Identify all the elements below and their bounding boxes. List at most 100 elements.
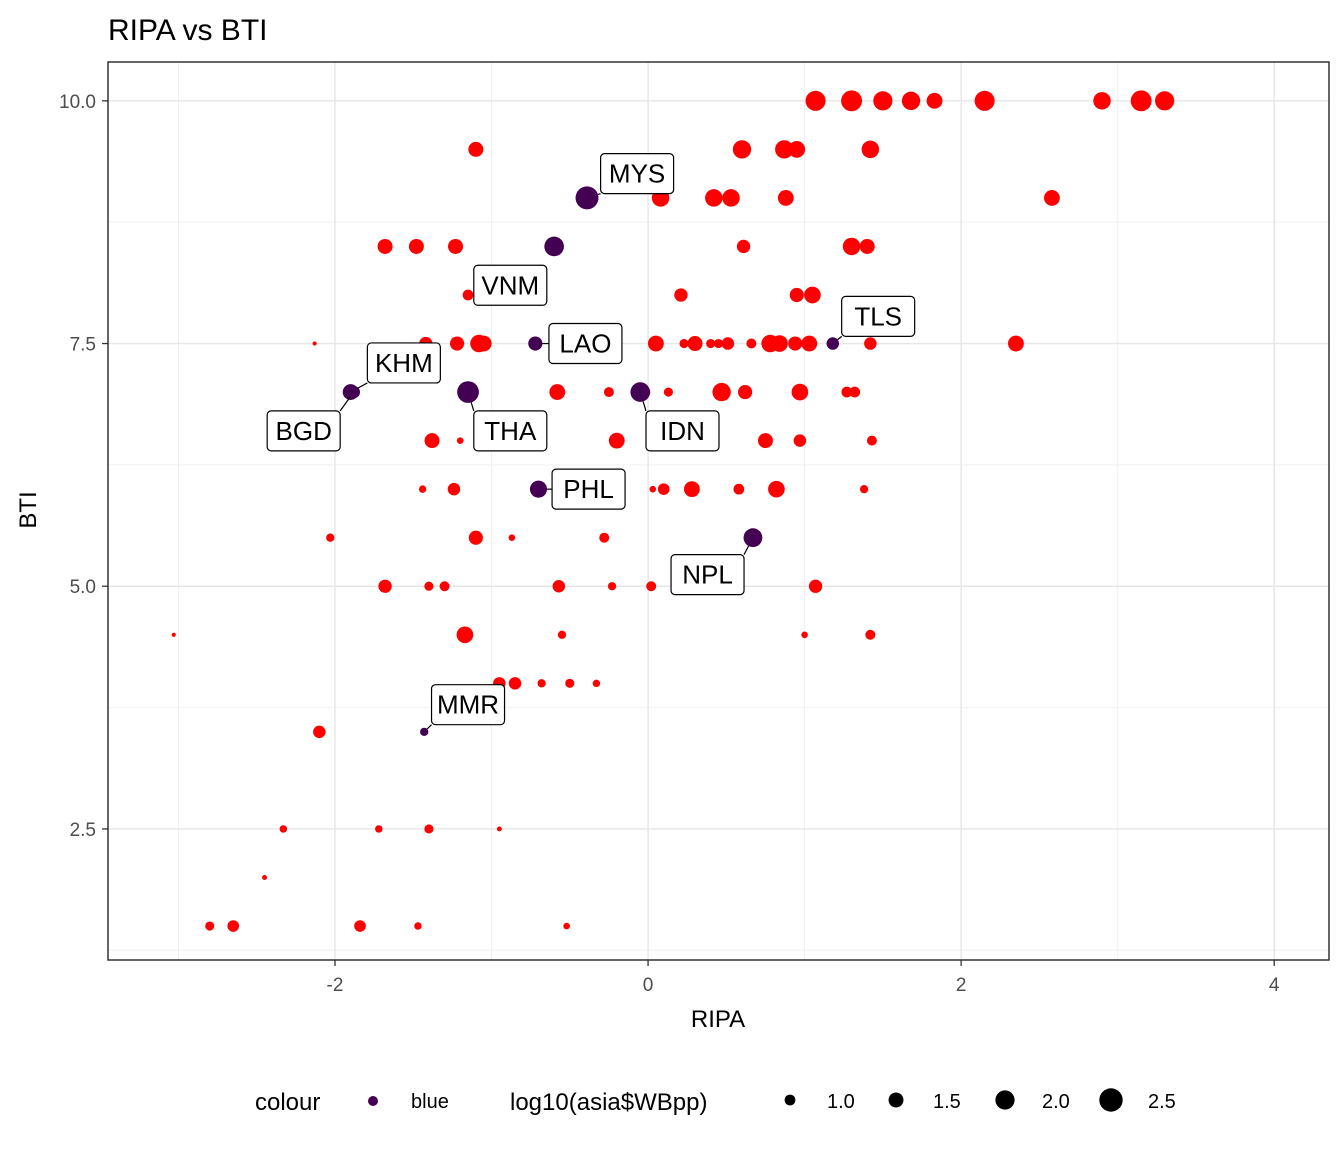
data-point	[733, 483, 745, 495]
point-label: THA	[484, 416, 537, 446]
data-point	[757, 433, 773, 449]
data-point-highlight	[457, 381, 479, 403]
label-box	[841, 295, 916, 337]
data-point	[736, 239, 751, 254]
data-point	[448, 238, 464, 254]
label-box	[266, 410, 341, 452]
x-tick-label: 4	[1269, 975, 1280, 996]
data-point	[746, 338, 757, 349]
point-label: NPL	[682, 560, 733, 590]
data-point	[775, 140, 794, 159]
data-point	[375, 825, 383, 833]
data-point	[1008, 335, 1024, 352]
data-point	[1044, 189, 1060, 206]
data-point	[378, 579, 392, 593]
point-label: KHM	[375, 348, 433, 378]
label-box	[473, 264, 548, 306]
data-point	[1130, 90, 1152, 112]
data-point	[679, 338, 689, 349]
data-point	[599, 532, 610, 543]
label-box	[551, 468, 626, 510]
data-point-highlight	[575, 186, 599, 210]
legend-colour-title: colour	[255, 1089, 320, 1116]
y-axis: 2.5 5.0 7.5 10.0	[59, 92, 108, 841]
data-point	[537, 679, 546, 688]
data-point	[557, 630, 567, 639]
x-tick-label: 0	[643, 975, 654, 996]
legend-size-label: 1.0	[827, 1091, 855, 1113]
data-point	[603, 387, 614, 398]
data-point	[607, 582, 617, 591]
data-point	[508, 534, 516, 541]
legend: colour blue log10(asia$WBpp) 1.0 1.5 2.0 2.…	[255, 1088, 1176, 1116]
label-box	[473, 410, 548, 452]
point-label: MMR	[437, 690, 499, 720]
data-point-highlight	[826, 337, 840, 350]
data-point	[657, 483, 670, 495]
legend-size-title: log10(asia$WBpp)	[510, 1089, 707, 1116]
legend-size-key	[1099, 1088, 1123, 1112]
data-point	[771, 335, 788, 352]
data-point	[418, 485, 427, 493]
legend-colour-key	[368, 1096, 378, 1106]
data-point	[439, 581, 450, 592]
data-point	[873, 91, 893, 111]
point-label: IDN	[660, 416, 705, 446]
label-leader	[470, 402, 475, 412]
data-point	[801, 631, 808, 639]
data-point	[663, 387, 673, 397]
data-point	[508, 677, 522, 690]
legend-size-key	[995, 1090, 1015, 1110]
data-point	[313, 725, 326, 739]
data-point	[552, 579, 566, 593]
label-leader	[339, 396, 351, 412]
data-point-highlight	[630, 382, 651, 402]
data-point	[424, 824, 434, 834]
legend-size-keys: 1.0 1.5 2.0 2.5	[784, 1088, 1176, 1113]
data-point	[674, 288, 688, 302]
label-box	[670, 553, 745, 596]
data-point	[549, 384, 566, 400]
data-point	[647, 335, 664, 352]
label-box	[366, 342, 441, 384]
x-tick-label: 2	[956, 975, 967, 996]
y-tick-label: 5.0	[70, 577, 96, 598]
data-point	[424, 581, 434, 591]
label-leader	[597, 193, 601, 196]
data-point	[496, 826, 502, 832]
data-point	[713, 338, 724, 349]
data-point	[808, 579, 823, 593]
legend-colour-label: blue	[411, 1091, 449, 1113]
label-box	[548, 322, 623, 365]
data-point	[712, 382, 731, 402]
point-label: TLS	[854, 301, 902, 331]
data-point	[804, 286, 821, 304]
data-point	[841, 90, 862, 112]
data-point	[565, 678, 575, 688]
data-point	[801, 335, 818, 352]
data-point	[841, 386, 853, 398]
data-point	[450, 336, 465, 351]
label-leader	[426, 724, 432, 730]
data-point	[227, 920, 240, 932]
data-point	[468, 141, 484, 157]
data-point-highlight	[528, 336, 543, 351]
label-box	[599, 153, 675, 195]
data-point	[788, 336, 803, 351]
data-point	[475, 335, 492, 352]
data-point	[592, 679, 601, 688]
y-tick-label: 7.5	[70, 335, 96, 356]
data-point	[791, 383, 809, 401]
data-point-highlight	[347, 385, 361, 399]
data-point-highlight	[529, 480, 548, 498]
x-tick-label: -2	[327, 975, 344, 996]
legend-size-label: 2.0	[1042, 1091, 1070, 1113]
data-point	[722, 189, 740, 207]
data-point	[859, 238, 875, 254]
points	[171, 90, 1175, 932]
data-point	[789, 287, 804, 303]
data-point-highlight	[743, 528, 763, 548]
point-label: VNM	[481, 270, 539, 300]
label-box	[430, 684, 506, 726]
